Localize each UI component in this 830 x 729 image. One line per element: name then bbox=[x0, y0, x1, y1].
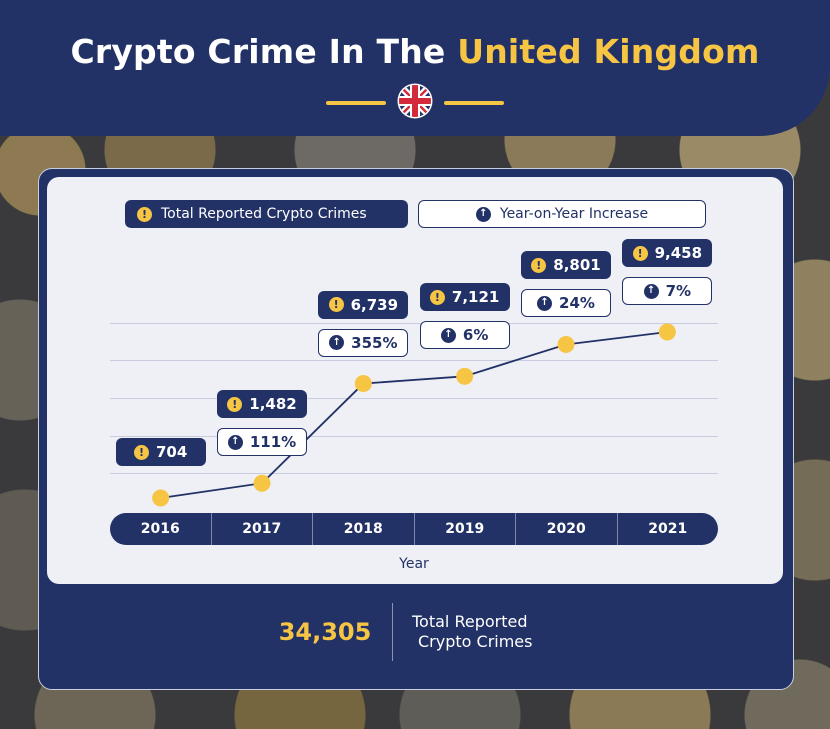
data-point bbox=[354, 375, 372, 393]
exclamation-icon: ! bbox=[328, 297, 344, 313]
union-jack-flag-icon bbox=[397, 83, 433, 119]
total-value-badge: ! 9,458 bbox=[622, 239, 713, 267]
yoy-increase-badge: ↑ 7% bbox=[622, 277, 713, 305]
total-value-label: 9,458 bbox=[654, 244, 703, 262]
total-crimes-value: 34,305 bbox=[278, 618, 372, 646]
total-value-label: 704 bbox=[156, 443, 188, 461]
total-value-badge: ! 704 bbox=[115, 438, 206, 466]
total-value-label: 8,801 bbox=[553, 256, 601, 275]
total-value-badge: ! 8,801 bbox=[521, 251, 611, 280]
x-tick-label: 2019 bbox=[415, 513, 516, 545]
yoy-increase-badge: ↑ 6% bbox=[419, 321, 510, 350]
total-value-label: 7,121 bbox=[451, 288, 500, 307]
total-value-badge: ! 1,482 bbox=[217, 390, 307, 419]
legend-total-label: Total Reported Crypto Crimes bbox=[161, 206, 367, 222]
title-rule-right bbox=[444, 101, 504, 105]
arrow-up-icon: ↑ bbox=[227, 434, 243, 450]
grid-line bbox=[110, 436, 718, 437]
summary-divider bbox=[392, 603, 393, 661]
grid-line bbox=[110, 323, 718, 324]
arrow-up-icon: ↑ bbox=[475, 206, 491, 222]
grid-line bbox=[110, 473, 718, 474]
data-point bbox=[456, 367, 474, 385]
data-point bbox=[152, 489, 170, 507]
arrow-up-icon: ↑ bbox=[643, 283, 659, 299]
yoy-increase-label: 6% bbox=[462, 326, 489, 345]
exclamation-icon: ! bbox=[134, 444, 149, 460]
x-axis-bar: 2016 2017 2018 2019 2020 2021 bbox=[110, 513, 718, 545]
yoy-increase-badge: ↑ 355% bbox=[318, 328, 409, 357]
x-axis-label: Year bbox=[399, 556, 429, 572]
data-point bbox=[557, 335, 575, 353]
total-crimes-label: Total Reported Crypto Crimes bbox=[412, 612, 572, 652]
data-point bbox=[658, 323, 676, 341]
exclamation-icon: ! bbox=[137, 206, 152, 222]
page-title: Crypto Crime In The United Kingdom bbox=[0, 32, 830, 71]
arrow-up-icon: ↑ bbox=[440, 327, 456, 343]
title-main: Crypto Crime In The bbox=[70, 32, 458, 71]
trend-line bbox=[160, 331, 668, 499]
yoy-increase-label: 7% bbox=[665, 282, 692, 300]
x-tick-label: 2016 bbox=[110, 513, 212, 545]
header-banner: Crypto Crime In The United Kingdom bbox=[0, 0, 830, 136]
yoy-increase-label: 355% bbox=[351, 333, 398, 352]
total-label-line1: Total Reported bbox=[412, 612, 528, 631]
legend-increase-label: Year-on-Year Increase bbox=[499, 206, 649, 222]
total-value-label: 6,739 bbox=[350, 295, 399, 314]
yoy-increase-badge: ↑ 111% bbox=[217, 428, 307, 457]
data-point bbox=[253, 474, 271, 492]
total-value-badge: ! 6,739 bbox=[318, 290, 409, 319]
x-tick-label: 2017 bbox=[212, 513, 313, 545]
x-tick-label: 2021 bbox=[648, 521, 688, 537]
legend-total-crimes: ! Total Reported Crypto Crimes bbox=[125, 200, 408, 228]
grid-line bbox=[110, 360, 718, 361]
exclamation-icon: ! bbox=[227, 396, 243, 412]
exclamation-icon: ! bbox=[429, 289, 445, 305]
yoy-increase-label: 24% bbox=[559, 294, 595, 313]
yoy-increase-label: 111% bbox=[249, 433, 297, 452]
x-tick-label: 2020 bbox=[516, 513, 618, 545]
title-accent: United Kingdom bbox=[457, 32, 760, 71]
total-value-badge: ! 7,121 bbox=[419, 283, 510, 312]
exclamation-icon: ! bbox=[531, 257, 547, 273]
exclamation-icon: ! bbox=[632, 245, 648, 261]
total-value-label: 1,482 bbox=[249, 395, 297, 414]
arrow-up-icon: ↑ bbox=[537, 295, 553, 311]
x-tick-label: 2018 bbox=[313, 513, 415, 545]
arrow-up-icon: ↑ bbox=[329, 335, 345, 351]
grid-line bbox=[110, 398, 718, 399]
yoy-increase-badge: ↑ 24% bbox=[521, 289, 611, 318]
title-rule-left bbox=[326, 101, 386, 105]
total-label-line2: Crypto Crimes bbox=[418, 632, 533, 651]
legend-yoy-increase: ↑ Year-on-Year Increase bbox=[418, 200, 706, 228]
